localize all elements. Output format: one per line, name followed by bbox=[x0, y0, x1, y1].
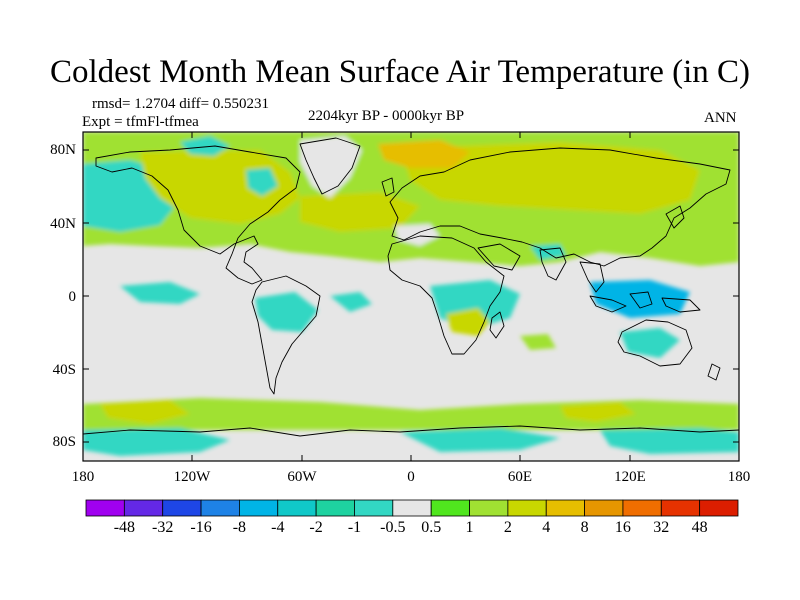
colorbar-swatch bbox=[277, 499, 317, 517]
colorbar-label: -16 bbox=[190, 519, 212, 536]
stats-label: rmsd= 1.2704 diff= 0.550231 bbox=[92, 96, 270, 112]
colorbar-label: -2 bbox=[309, 519, 323, 536]
arctic-cool bbox=[180, 136, 230, 156]
colorbar-label: 1 bbox=[465, 519, 474, 536]
colorbar-label: 4 bbox=[542, 519, 551, 536]
colorbar-swatch bbox=[392, 499, 432, 517]
colorbar-label: 48 bbox=[691, 519, 708, 536]
coast-new-zealand bbox=[707, 363, 721, 381]
colorbar-label: 0.5 bbox=[421, 519, 442, 536]
antarctic-cool-3 bbox=[600, 428, 739, 454]
lon-label-60w: 60W bbox=[287, 469, 317, 485]
colorbar-label: 8 bbox=[580, 519, 589, 536]
axis-ticks bbox=[83, 132, 739, 461]
colorbar-label: -32 bbox=[152, 519, 174, 536]
anomaly-field bbox=[83, 132, 739, 456]
southern-ocean-warm-2 bbox=[560, 402, 636, 422]
coast-antarctica bbox=[83, 425, 739, 437]
season-label: ANN bbox=[704, 110, 737, 126]
colorbar-label: -4 bbox=[271, 519, 285, 536]
colorbar-label: 16 bbox=[614, 519, 631, 536]
colorbar-swatch bbox=[469, 499, 509, 517]
north-america-warm bbox=[140, 150, 300, 224]
lon-label-60e: 60E bbox=[507, 469, 533, 485]
colorbar-swatch bbox=[584, 499, 624, 517]
coast-uk bbox=[381, 177, 395, 197]
map-title: Coldest Month Mean Surface Air Temperatu… bbox=[50, 54, 750, 90]
colorbar-swatch bbox=[545, 499, 585, 517]
indonesia-cool bbox=[590, 280, 690, 318]
period-label: 2204kyr BP - 0000kyr BP bbox=[308, 108, 465, 124]
coast-indonesia-2 bbox=[629, 291, 653, 309]
experiment-label: Expt = tfmFl-tfmea bbox=[82, 114, 199, 130]
colorbar-swatch bbox=[507, 499, 547, 517]
colorbar-label: -8 bbox=[232, 519, 247, 536]
colorbar-label: -0.5 bbox=[380, 519, 406, 536]
antarctic-cool-2 bbox=[400, 428, 560, 452]
coast-south-america bbox=[251, 275, 321, 395]
africa-warm bbox=[446, 308, 490, 336]
lat-label-40n: 40N bbox=[50, 216, 76, 232]
colorbar-swatch bbox=[315, 499, 355, 517]
lat-label-40s: 40S bbox=[52, 362, 76, 378]
coast-indonesia-1 bbox=[589, 295, 627, 313]
atlantic-cool bbox=[330, 292, 372, 312]
lat-label-80s: 80S bbox=[52, 434, 76, 450]
lon-label-180e: 180 bbox=[727, 469, 751, 485]
coast-madagascar bbox=[489, 311, 505, 339]
colorbar bbox=[85, 499, 739, 517]
tropical-cool-1 bbox=[120, 282, 200, 304]
colorbar-swatch bbox=[430, 499, 470, 517]
colorbar-label: -1 bbox=[347, 519, 362, 536]
coast-arabia bbox=[477, 243, 521, 271]
colorbar-swatch bbox=[354, 499, 394, 517]
coast-japan bbox=[665, 205, 685, 229]
coast-australia bbox=[617, 319, 693, 367]
colorbar-swatch bbox=[622, 499, 662, 517]
colorbar-swatch bbox=[660, 499, 701, 517]
indian-warm-spot bbox=[520, 334, 556, 350]
coast-europe-asia bbox=[389, 147, 731, 267]
lon-label-120w: 120W bbox=[173, 469, 211, 485]
coast-north-america bbox=[95, 145, 301, 285]
colorbar-swatch bbox=[239, 499, 279, 517]
lat-label-80n: 80N bbox=[50, 142, 76, 158]
colorbar-swatch bbox=[699, 499, 739, 517]
siberia-strong-warm bbox=[378, 140, 470, 168]
coast-india bbox=[539, 247, 567, 281]
colorbar-label: -48 bbox=[113, 519, 136, 536]
southern-ocean-warm-1 bbox=[100, 400, 190, 424]
coast-new-guinea bbox=[661, 297, 701, 313]
australia-cool bbox=[620, 328, 680, 358]
lon-label-180w: 180 bbox=[71, 469, 95, 485]
antarctic-cool-1 bbox=[83, 428, 230, 456]
coastlines bbox=[83, 137, 739, 437]
colorbar-swatch bbox=[85, 499, 125, 517]
coast-africa bbox=[387, 235, 505, 355]
colorbar-label: 32 bbox=[653, 519, 670, 536]
colorbar-swatch bbox=[123, 499, 164, 517]
lon-label-0: 0 bbox=[407, 469, 415, 485]
greenland-no-change bbox=[300, 136, 362, 198]
colorbar-swatch bbox=[200, 499, 240, 517]
south-america-cool bbox=[255, 292, 318, 332]
colorbar-label: 2 bbox=[503, 519, 512, 536]
colorbar-swatch bbox=[162, 499, 202, 517]
eurasia-warm bbox=[400, 142, 700, 214]
coast-southeast-asia bbox=[579, 261, 605, 293]
lon-label-120e: 120E bbox=[614, 469, 646, 485]
coast-greenland bbox=[299, 137, 361, 195]
hudson-cool bbox=[246, 168, 278, 196]
lat-label-0: 0 bbox=[68, 289, 77, 305]
